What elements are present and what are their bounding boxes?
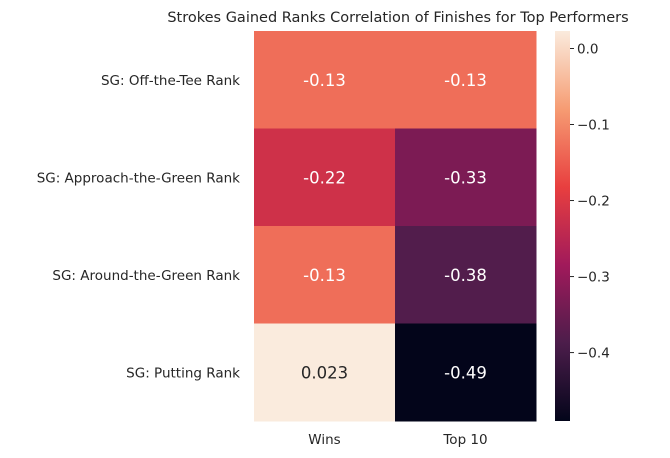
heatmap-cell (395, 128, 537, 227)
cell-annotation: -0.49 (444, 363, 487, 382)
chart-title: Strokes Gained Ranks Correlation of Fini… (167, 10, 628, 26)
row-labels: SG: Off-the-Tee Rank SG: Approach-the-Gre… (37, 73, 240, 382)
heatmap-cell (254, 31, 396, 129)
colorbar-tick-label: −0.1 (577, 118, 610, 134)
column-label: Wins (308, 432, 340, 448)
cell-annotation: -0.13 (444, 71, 487, 90)
column-labels: Wins Top 10 (308, 432, 487, 448)
cell-annotation: -0.33 (444, 168, 487, 187)
row-label: SG: Putting Rank (126, 365, 240, 381)
heatmap-cell (254, 323, 396, 422)
heatmap-cell (254, 226, 396, 324)
cell-annotation: 0.023 (301, 363, 348, 382)
colorbar-ticks: 0.0 −0.1 −0.2 −0.3 −0.4 (570, 41, 610, 362)
cell-annotation: -0.13 (303, 266, 346, 285)
heatmap-cell (254, 128, 396, 227)
colorbar-tick-label: −0.2 (577, 194, 610, 210)
cell-annotation: -0.13 (303, 71, 346, 90)
heatmap-cell (395, 31, 537, 129)
colorbar-tick-label: −0.3 (577, 270, 610, 286)
colorbar-tick-label: −0.4 (577, 346, 610, 362)
row-label: SG: Off-the-Tee Rank (101, 73, 240, 89)
colorbar-tick-label: 0.0 (577, 41, 598, 57)
heatmap-cell (395, 226, 537, 324)
heatmap-cell (395, 323, 537, 422)
heatmap-cells: -0.13 -0.13 -0.22 -0.33 -0.13 -0.38 0.023 -0.49 (254, 31, 537, 422)
colorbar (555, 31, 570, 421)
row-label: SG: Approach-the-Green Rank (37, 170, 240, 186)
row-label: SG: Around-the-Green Rank (52, 268, 240, 284)
cell-annotation: -0.22 (303, 168, 346, 187)
cell-annotation: -0.38 (444, 266, 487, 285)
column-label: Top 10 (442, 432, 487, 448)
